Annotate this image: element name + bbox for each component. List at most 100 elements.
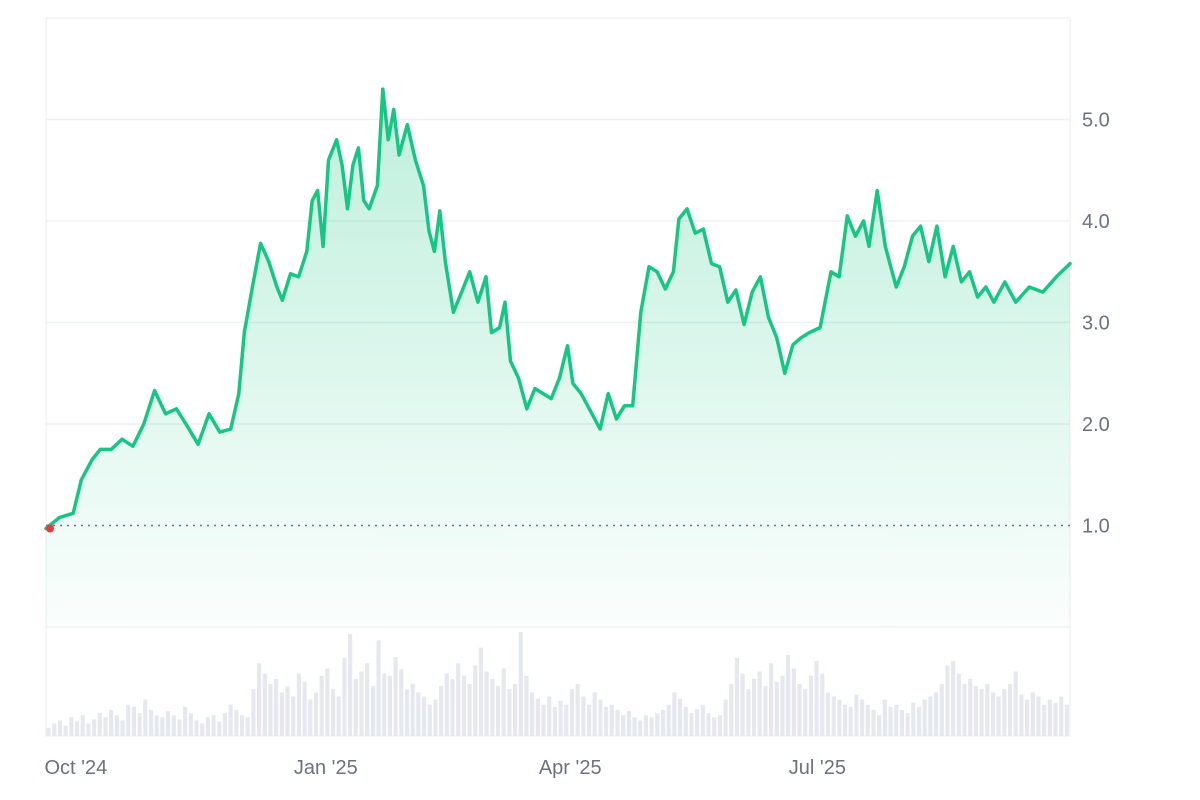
volume-bar <box>308 699 313 736</box>
volume-bar <box>825 692 831 736</box>
volume-bar <box>165 711 171 736</box>
volume-bar <box>365 663 370 736</box>
volume-bar <box>336 696 341 736</box>
volume-bar <box>695 708 700 736</box>
volume-bar <box>1036 696 1041 736</box>
volume-bar <box>677 698 683 736</box>
volume-bar <box>660 710 666 736</box>
volume-bar <box>1024 699 1030 736</box>
volume-bar <box>353 678 358 736</box>
volume-bar <box>183 706 188 736</box>
volume-bar <box>996 696 1001 736</box>
volume-bar <box>569 689 575 736</box>
volume-bar <box>575 684 580 736</box>
volume-bar <box>530 692 535 736</box>
volume-bar <box>291 696 296 736</box>
volume-bar <box>837 699 842 736</box>
volume-bar <box>524 675 529 736</box>
volume-bar <box>484 671 489 736</box>
volume-bar <box>393 656 398 736</box>
volume-bar <box>473 665 478 736</box>
volume-bar <box>649 717 654 736</box>
volume-bar <box>848 706 853 736</box>
volume-bar <box>990 692 996 736</box>
volume-bar <box>768 663 774 736</box>
volume-bar <box>80 715 85 736</box>
volume-bar <box>319 675 324 736</box>
volume-bar <box>1064 704 1069 736</box>
volume-bar <box>461 675 466 736</box>
volume-bar <box>945 665 950 736</box>
volume-bar <box>1059 696 1064 736</box>
volume-bar <box>865 704 870 736</box>
volume-bar <box>643 715 649 736</box>
volume-bar <box>820 673 825 736</box>
volume-bar <box>507 689 512 736</box>
volume-bar <box>154 715 159 736</box>
volume-bar <box>518 632 523 736</box>
volume-bar <box>126 704 131 736</box>
volume-bar <box>655 713 660 736</box>
volume-bar <box>751 678 757 736</box>
volume-bar <box>962 684 967 736</box>
volume-bar <box>939 684 944 736</box>
volume-bar <box>757 671 762 736</box>
volume-bar <box>535 698 540 736</box>
volume-bar <box>200 723 205 736</box>
volume-bar <box>256 663 262 736</box>
volume-bar <box>433 699 438 736</box>
volume-bar <box>478 647 484 736</box>
volume-bar <box>968 678 973 736</box>
volume-bar <box>1013 671 1018 736</box>
x-tick-label: Apr '25 <box>539 757 602 779</box>
volume-bar <box>410 684 415 736</box>
volume-bar <box>450 678 455 736</box>
volume-bar <box>217 721 222 736</box>
volume-bar <box>404 689 410 736</box>
volume-bar <box>1047 699 1052 736</box>
volume-bar <box>421 696 427 736</box>
volume-bar <box>228 704 233 736</box>
volume-bar <box>638 720 643 736</box>
volume-bar <box>933 692 939 736</box>
volume-bar <box>302 681 307 736</box>
volume-bar <box>444 673 449 736</box>
volume-bar <box>973 686 978 736</box>
volume-bar <box>985 684 990 736</box>
volume-bar <box>194 720 199 736</box>
volume-bar <box>712 717 717 736</box>
volume-bar <box>251 689 256 736</box>
volume-bar <box>399 669 404 736</box>
volume-bar <box>63 725 68 736</box>
volume-bar <box>558 700 563 736</box>
volume-bar <box>842 704 848 736</box>
volume-bar <box>928 696 933 736</box>
volume-bar <box>114 715 119 736</box>
volume-bar <box>239 715 245 736</box>
volume-bar <box>268 684 273 736</box>
volume-bar <box>490 678 495 736</box>
volume-bar <box>729 684 734 736</box>
x-tick-label: Jul '25 <box>789 757 846 779</box>
volume-bar <box>177 719 182 736</box>
volume-bar <box>854 694 859 736</box>
volume-bar <box>456 663 461 736</box>
volume-bar <box>359 671 364 736</box>
volume-bar <box>1002 689 1007 736</box>
volume-bar <box>723 699 728 736</box>
volume-bar <box>205 717 210 736</box>
volume-bar <box>69 717 74 736</box>
volume-bar <box>313 692 319 736</box>
volume-bar <box>211 715 216 736</box>
volume-bar <box>279 692 284 736</box>
y-tick-label: 2.0 <box>1082 414 1110 436</box>
volume-bar <box>342 658 347 736</box>
volume-bar <box>717 715 722 736</box>
volume-bar <box>103 717 108 736</box>
volume-bar <box>564 704 569 736</box>
volume-bar <box>951 661 956 736</box>
volume-bar <box>137 713 142 736</box>
volume-bar <box>148 710 154 736</box>
volume-bar <box>296 673 301 736</box>
